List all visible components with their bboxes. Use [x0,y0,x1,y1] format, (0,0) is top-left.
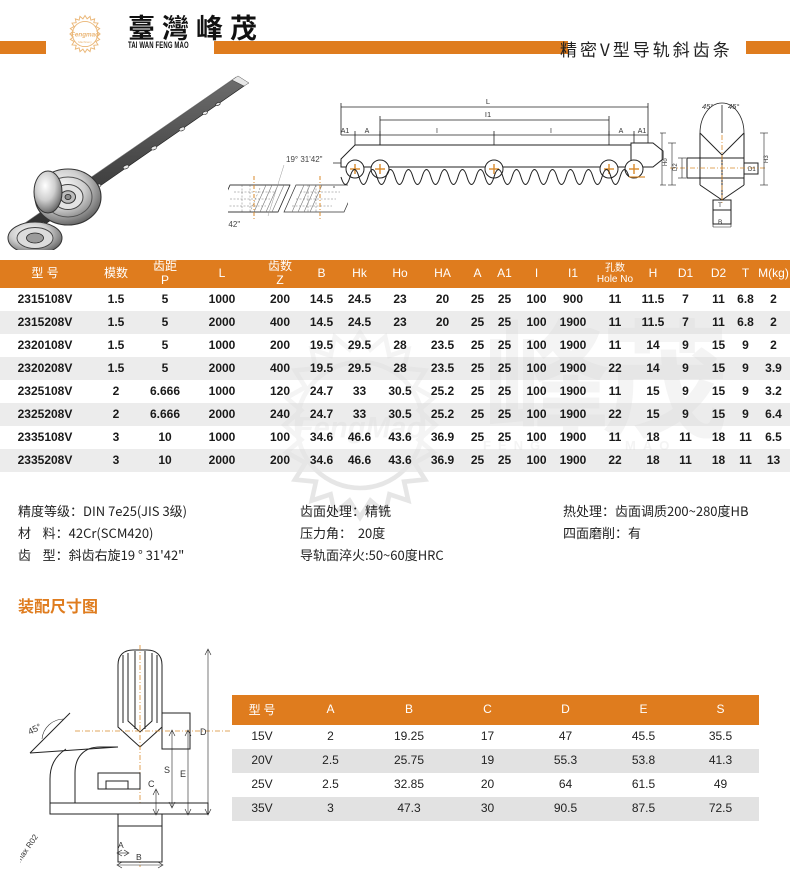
svg-text:45°: 45° [26,721,43,736]
svg-text:T: T [718,202,722,209]
svg-text:31'42": 31'42" [228,220,240,229]
svg-text:19° 31'42": 19° 31'42" [286,155,323,164]
svg-text:B: B [136,852,142,862]
svg-text:A1: A1 [341,128,350,135]
svg-text:A: A [619,128,624,135]
svg-text:E: E [180,769,186,779]
svg-text:C: C [148,779,155,789]
svg-text:45°: 45° [728,102,739,111]
svg-text:B: B [718,219,722,226]
svg-text:D2: D2 [673,163,679,171]
svg-text:Machinery: Machinery [78,40,92,44]
svg-text:L: L [486,97,490,106]
svg-text:Fengmao: Fengmao [71,32,99,39]
svg-text:S: S [164,765,170,775]
svg-text:I: I [436,128,438,135]
svg-text:H3: H3 [764,155,770,163]
svg-text:A: A [365,128,370,135]
svg-text:max R02: max R02 [20,832,40,864]
svg-text:A: A [118,840,124,850]
svg-text:A1: A1 [638,128,647,135]
svg-text:I1: I1 [485,110,491,119]
svg-text:Ho: Ho [663,158,669,166]
svg-text:D: D [200,727,207,737]
svg-text:45°: 45° [702,102,713,111]
svg-text:I: I [550,128,552,135]
svg-text:D1: D1 [748,167,756,173]
